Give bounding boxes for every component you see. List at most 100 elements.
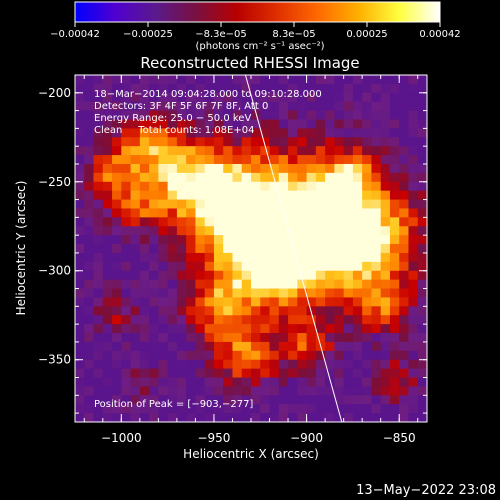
- heatmap-cell: [121, 128, 132, 138]
- heatmap-cell: [75, 181, 85, 192]
- y-tick-label: −350: [38, 353, 71, 367]
- heatmap-cell: [84, 181, 95, 192]
- heatmap-cell: [223, 208, 234, 218]
- heatmap-cell: [269, 404, 280, 414]
- heatmap-cell: [343, 146, 354, 156]
- heatmap-cell: [167, 386, 178, 396]
- heatmap-cell: [269, 315, 280, 325]
- heatmap-cell: [371, 404, 382, 414]
- heatmap-cell: [93, 413, 104, 422]
- heatmap-cell: [232, 315, 243, 325]
- heatmap-cell: [427, 182, 437, 191]
- heatmap-cell: [380, 217, 391, 227]
- heatmap-cell: [325, 128, 335, 138]
- heatmap-cell: [93, 324, 104, 334]
- heatmap-cell: [149, 395, 159, 405]
- heatmap-cell: [84, 333, 95, 343]
- heatmap-cell: [84, 386, 95, 396]
- heatmap-cell: [176, 208, 187, 218]
- heatmap-cell: [93, 226, 104, 236]
- heatmap-cell: [204, 324, 215, 334]
- heatmap-cell: [241, 350, 252, 361]
- heatmap-cell: [139, 172, 150, 183]
- heatmap-cell: [204, 217, 215, 227]
- heatmap-cell: [288, 137, 298, 147]
- heatmap-cell: [269, 190, 280, 201]
- heatmap-cell: [112, 75, 122, 85]
- heatmap-cell: [334, 244, 345, 254]
- heatmap-cell: [325, 235, 335, 245]
- heatmap-cell: [297, 386, 308, 396]
- heatmap-cell: [195, 199, 206, 210]
- heatmap-cell: [288, 306, 298, 316]
- heatmap-cell: [102, 146, 113, 156]
- heatmap-cell: [93, 377, 104, 388]
- heatmap-cell: [278, 137, 289, 147]
- heatmap-cell: [223, 270, 234, 281]
- heatmap-cell: [269, 235, 280, 245]
- heatmap-cell: [343, 92, 354, 103]
- heatmap-cell: [158, 137, 169, 147]
- heatmap-cell: [84, 377, 95, 388]
- heatmap-cell: [158, 422, 168, 431]
- heatmap-cell: [389, 244, 400, 254]
- heatmap-cell: [408, 163, 419, 174]
- heatmap-cell: [232, 386, 243, 396]
- heatmap-cell: [427, 253, 437, 262]
- heatmap-cell: [325, 119, 335, 129]
- heatmap-cell: [288, 368, 298, 379]
- heatmap-cell: [186, 261, 197, 272]
- heatmap-cell: [195, 333, 206, 343]
- heatmap-cell: [343, 341, 354, 352]
- heatmap-cell: [427, 342, 437, 351]
- heatmap-cell: [371, 252, 382, 263]
- heatmap-cell: [158, 252, 169, 263]
- heatmap-cell: [232, 101, 243, 112]
- heatmap-cell: [149, 217, 159, 227]
- heatmap-cell: [167, 146, 178, 156]
- heatmap-cell: [149, 333, 159, 343]
- heatmap-cell: [334, 217, 345, 227]
- heatmap-cell: [75, 306, 85, 316]
- heatmap-cell: [213, 172, 224, 183]
- heatmap-cell: [84, 422, 94, 431]
- heatmap-cell: [121, 270, 132, 281]
- heatmap-cell: [334, 110, 345, 121]
- heatmap-cell: [84, 92, 95, 103]
- heatmap-cell: [380, 333, 391, 343]
- heatmap-cell: [315, 83, 326, 94]
- heatmap-cell: [93, 101, 104, 112]
- heatmap-cell: [213, 181, 224, 192]
- heatmap-cell: [195, 181, 206, 192]
- heatmap-cell: [130, 306, 141, 316]
- heatmap-cell: [315, 226, 326, 236]
- heatmap-cell: [427, 128, 437, 137]
- heatmap-cell: [288, 226, 298, 236]
- heatmap-cell: [84, 101, 95, 112]
- heatmap-cell: [195, 386, 206, 396]
- heatmap-cell: [102, 119, 113, 129]
- heatmap-cell: [149, 386, 159, 396]
- heatmap-cell: [213, 404, 224, 414]
- heatmap-cell: [269, 101, 280, 112]
- heatmap-cell: [297, 413, 308, 422]
- heatmap-cell: [352, 172, 363, 183]
- heatmap-cell: [362, 110, 373, 121]
- heatmap-cell: [427, 200, 437, 209]
- heatmap-cell: [399, 324, 410, 334]
- heatmap-cell: [306, 377, 317, 388]
- heatmap-cell: [139, 128, 150, 138]
- heatmap-cell: [371, 315, 382, 325]
- heatmap-cell: [417, 306, 427, 316]
- heatmap-cell: [417, 261, 427, 272]
- heatmap-cell: [121, 217, 132, 227]
- heatmap-cell: [213, 377, 224, 388]
- heatmap-cell: [278, 359, 289, 370]
- heatmap-cell: [417, 190, 427, 201]
- heatmap-cell: [121, 155, 132, 165]
- heatmap-cell: [204, 368, 215, 379]
- heatmap-cell: [362, 377, 373, 388]
- heatmap-cell: [223, 413, 234, 422]
- heatmap-cell: [362, 128, 373, 138]
- heatmap-cell: [297, 404, 308, 414]
